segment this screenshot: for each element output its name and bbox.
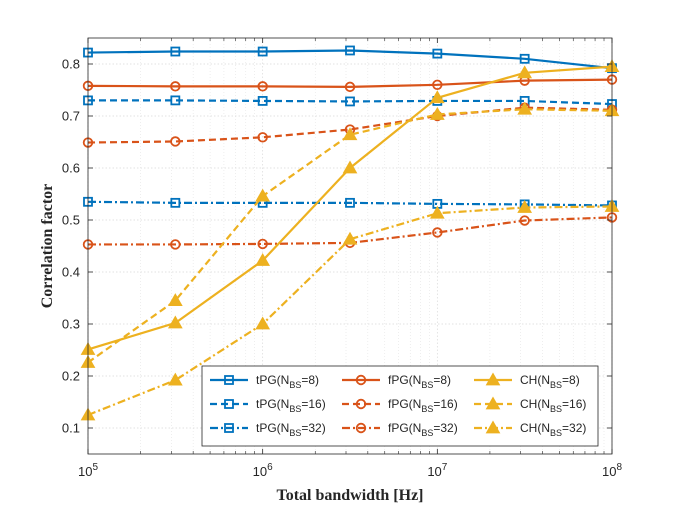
x-tick-label: 106 [253, 462, 273, 479]
legend: tPG(NBS=8) tPG(NBS=16) tPG(NBS=32) fPG(NBS=… [201, 365, 599, 447]
data-point [257, 46, 268, 57]
legend-marker [224, 423, 234, 433]
data-point [255, 253, 271, 266]
data-point [517, 200, 533, 213]
y-tick-label: 0.1 [62, 421, 80, 436]
data-point [257, 132, 268, 143]
data-point [342, 127, 358, 141]
data-point [519, 215, 530, 226]
data-point [255, 316, 271, 330]
y-tick-label: 0.5 [62, 213, 80, 228]
legend-label: CH(NBS=32) [520, 421, 586, 438]
x-tick-label: 107 [427, 462, 447, 479]
data-point [432, 79, 443, 91]
legend-label: tPG(NBS=16) [256, 397, 326, 414]
legend-label: fPG(NBS=8) [388, 373, 451, 390]
legend-entry: tPG(NBS=16) [210, 397, 326, 414]
legend-marker [485, 420, 501, 434]
data-point [170, 95, 181, 106]
legend-entry: CH(NBS=16) [474, 396, 586, 414]
plot-frame [87, 37, 613, 455]
data-point [429, 106, 445, 120]
data-point [167, 293, 183, 306]
legend-entry: tPG(NBS=32) [210, 421, 326, 438]
data-point [345, 45, 355, 56]
legend-entry: fPG(NBS=8) [342, 373, 451, 390]
legend-label: tPG(NBS=32) [256, 421, 326, 438]
legend-entry: CH(NBS=32) [474, 420, 586, 438]
data-point [170, 46, 181, 57]
data-point [519, 53, 530, 64]
data-point [432, 227, 443, 238]
y-tick-label: 0.7 [62, 109, 80, 124]
data-point [517, 101, 533, 115]
legend-marker [355, 398, 367, 410]
data-point [517, 65, 533, 79]
data-point [344, 81, 356, 93]
series-line [87, 49, 613, 70]
data-point [345, 96, 355, 107]
y-tick-label: 0.8 [62, 57, 80, 72]
legend-label: CH(NBS=16) [520, 397, 586, 414]
y-tick-label: 0.6 [62, 161, 80, 176]
legend-entry: fPG(NBS=16) [342, 397, 458, 414]
legend-marker [485, 372, 501, 386]
legend-label: CH(NBS=8) [520, 373, 580, 390]
legend-label: fPG(NBS=32) [388, 421, 458, 438]
data-point [170, 136, 181, 147]
y-tick-label: 0.4 [62, 265, 80, 280]
data-point [429, 205, 445, 219]
data-point [345, 197, 355, 208]
data-point [170, 239, 181, 250]
legend-label: tPG(NBS=8) [256, 373, 319, 390]
data-point [170, 81, 181, 92]
data-point [255, 188, 271, 202]
data-point [257, 238, 268, 250]
data-point [257, 81, 268, 92]
series-CH(NBS=8) [80, 59, 620, 355]
data-point [170, 197, 181, 208]
series-CH(NBS=32) [80, 198, 620, 421]
y-tick-label: 0.2 [62, 369, 80, 384]
legend-marker [224, 375, 234, 385]
data-point [167, 372, 183, 386]
data-point [167, 315, 183, 329]
x-tick-label: 105 [78, 462, 98, 479]
legend-entry: fPG(NBS=32) [342, 421, 458, 438]
legend-label: fPG(NBS=16) [388, 397, 458, 414]
y-tick-label: 0.3 [62, 317, 80, 332]
series-tPG(NBS=8) [83, 45, 617, 74]
legend-box [201, 365, 599, 447]
legend-marker [355, 422, 367, 434]
x-axis-title: Total bandwidth [Hz] [277, 487, 424, 504]
data-point [429, 90, 445, 104]
data-point [342, 160, 358, 174]
series-line [87, 78, 613, 88]
series-group [80, 45, 620, 421]
data-point [432, 48, 443, 59]
data-point [257, 96, 268, 106]
legend-entry: CH(NBS=8) [474, 372, 580, 390]
data-point [342, 231, 358, 245]
y-axis-title: Correlation factor [39, 184, 56, 309]
legend-entry: tPG(NBS=8) [210, 373, 319, 390]
legend-marker [485, 396, 501, 410]
legend-marker [224, 399, 234, 409]
ticks: 105 106 107 108 0.1 0.2 0.3 0.4 0.5 0.6 0.7 0.8 [62, 38, 622, 479]
legend-marker [355, 374, 367, 386]
x-tick-label: 108 [602, 462, 622, 479]
